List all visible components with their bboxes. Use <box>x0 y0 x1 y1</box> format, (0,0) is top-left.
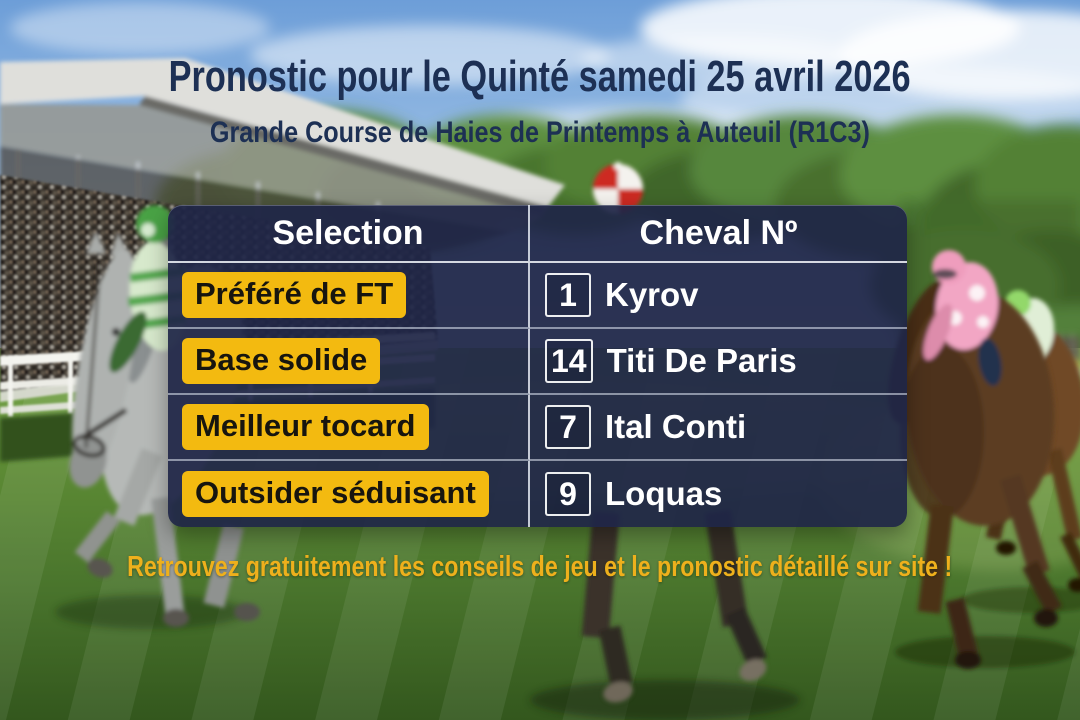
horse-number: 14 <box>551 342 587 379</box>
table-row-3-horse-cell: 7 Ital Conti <box>530 395 907 461</box>
table-row-1-horse-cell: 1 Kyrov <box>530 263 907 329</box>
jockey-green <box>109 205 187 373</box>
horse-number-box: 1 <box>545 273 591 317</box>
promo-text: Retrouvez gratuitement les conseils de j… <box>0 551 1080 584</box>
page-subtitle: Grande Course de Haies de Printemps à Au… <box>0 116 1080 150</box>
clouds <box>10 0 1080 163</box>
table-row-3-selection-cell: Meilleur tocard <box>168 395 530 461</box>
column-header-selection-label: Selection <box>272 213 424 252</box>
horse-number-box: 9 <box>545 472 591 516</box>
horse-name: Loquas <box>605 475 723 512</box>
pronostic-table: Selection Cheval Nº Préféré de FT 1 Kyro… <box>168 205 907 527</box>
selection-label: Outsider séduisant <box>182 471 489 517</box>
horse-name: Kyrov <box>605 276 699 313</box>
selection-label: Base solide <box>182 338 381 384</box>
table-row-2-horse-cell: 14 Titi De Paris <box>530 329 907 395</box>
horse-number: 1 <box>559 276 577 313</box>
table-row-4-horse-cell: 9 Loquas <box>530 461 907 527</box>
selection-label: Préféré de FT <box>182 272 407 318</box>
table-row-1-selection-cell: Préféré de FT <box>168 263 530 329</box>
column-header-cheval: Cheval Nº <box>530 205 907 263</box>
page-title: Pronostic pour le Quinté samedi 25 avril… <box>0 52 1080 102</box>
promo-text-content: Retrouvez gratuitement les conseils de j… <box>127 551 953 583</box>
jockey-pink <box>923 250 1002 386</box>
selection-label: Meilleur tocard <box>182 404 429 450</box>
horse-number-box: 7 <box>545 405 591 449</box>
horse-number: 7 <box>559 408 577 445</box>
table-row-2-selection-cell: Base solide <box>168 329 530 395</box>
horse-name: Titi De Paris <box>606 342 797 379</box>
horse-number: 9 <box>559 475 577 512</box>
column-header-cheval-label: Cheval Nº <box>639 213 798 252</box>
horse-center <box>530 162 800 720</box>
horse-center-legs <box>581 509 767 703</box>
page-subtitle-text: Grande Course de Haies de Printemps à Au… <box>209 116 871 149</box>
horse-number-box: 14 <box>545 339 593 383</box>
page-title-text: Pronostic pour le Quinté samedi 25 avril… <box>169 52 911 101</box>
table-row-4-selection-cell: Outsider séduisant <box>168 461 530 527</box>
column-header-selection: Selection <box>168 205 530 263</box>
horse-name: Ital Conti <box>605 408 747 445</box>
